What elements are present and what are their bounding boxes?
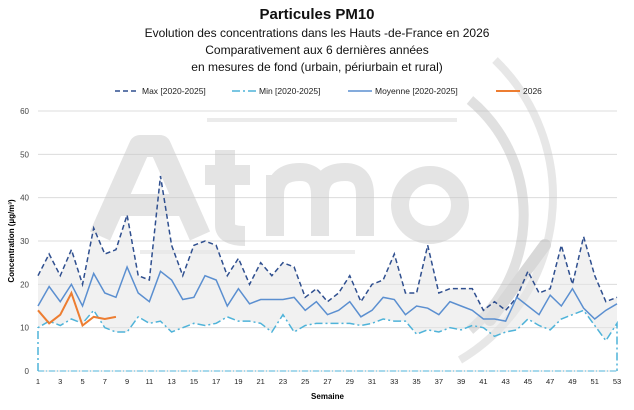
x-tick-label: 37 bbox=[435, 377, 443, 386]
legend-label: Min [2020-2025] bbox=[259, 86, 320, 96]
x-tick-label: 47 bbox=[546, 377, 554, 386]
chart-subtitle-2: Comparativement aux 6 dernières années bbox=[205, 43, 429, 57]
x-tick-label: 17 bbox=[212, 377, 220, 386]
x-tick-label: 13 bbox=[167, 377, 175, 386]
x-tick-label: 15 bbox=[190, 377, 198, 386]
chart-subtitle-3: en mesures de fond (urbain, périurbain e… bbox=[191, 60, 443, 74]
legend-label: 2026 bbox=[523, 86, 542, 96]
x-tick-label: 21 bbox=[257, 377, 265, 386]
chart-subtitle-1: Evolution des concentrations dans les Ha… bbox=[144, 26, 490, 40]
x-tick-label: 45 bbox=[524, 377, 532, 386]
x-tick-label: 31 bbox=[368, 377, 376, 386]
x-tick-label: 53 bbox=[613, 377, 621, 386]
x-tick-label: 29 bbox=[346, 377, 354, 386]
x-tick-label: 3 bbox=[58, 377, 62, 386]
y-tick-label: 60 bbox=[20, 107, 29, 116]
x-tick-label: 41 bbox=[479, 377, 487, 386]
y-tick-label: 50 bbox=[20, 150, 29, 159]
x-tick-label: 43 bbox=[501, 377, 509, 386]
y-tick-label: 20 bbox=[20, 280, 29, 289]
x-tick-label: 27 bbox=[323, 377, 331, 386]
watermark-arc bbox=[466, 96, 529, 334]
chart-title: Particules PM10 bbox=[259, 6, 375, 23]
watermark-letter-m bbox=[266, 162, 374, 236]
legend-label: Moyenne [2020-2025] bbox=[375, 86, 458, 96]
y-axis-label: Concentration (µg/m³) bbox=[7, 199, 16, 283]
x-tick-label: 5 bbox=[80, 377, 84, 386]
x-tick-label: 7 bbox=[103, 377, 107, 386]
series-line-3 bbox=[37, 290, 117, 328]
y-tick-label: 30 bbox=[20, 237, 29, 246]
series-line-0 bbox=[37, 175, 618, 312]
x-tick-label: 39 bbox=[457, 377, 465, 386]
x-tick-label: 35 bbox=[412, 377, 420, 386]
x-tick-label: 1 bbox=[36, 377, 40, 386]
watermark-letter-t bbox=[205, 150, 250, 246]
x-tick-label: 11 bbox=[145, 377, 153, 386]
x-tick-label: 49 bbox=[568, 377, 576, 386]
x-tick-label: 23 bbox=[279, 377, 287, 386]
x-tick-label: 19 bbox=[234, 377, 242, 386]
x-axis-label: Semaine bbox=[311, 392, 344, 401]
watermark-letter-o bbox=[391, 166, 469, 244]
x-tick-label: 51 bbox=[591, 377, 599, 386]
y-tick-label: 40 bbox=[20, 194, 29, 203]
watermark-letter-a bbox=[89, 135, 211, 241]
x-tick-label: 9 bbox=[125, 377, 129, 386]
watermark-tagline bbox=[207, 118, 457, 122]
watermark-region-bar bbox=[140, 250, 355, 254]
x-tick-label: 33 bbox=[390, 377, 398, 386]
y-tick-label: 10 bbox=[20, 324, 29, 333]
y-tick-label: 0 bbox=[25, 367, 30, 376]
x-tick-label: 25 bbox=[301, 377, 309, 386]
legend-label: Max [2020-2025] bbox=[142, 86, 206, 96]
